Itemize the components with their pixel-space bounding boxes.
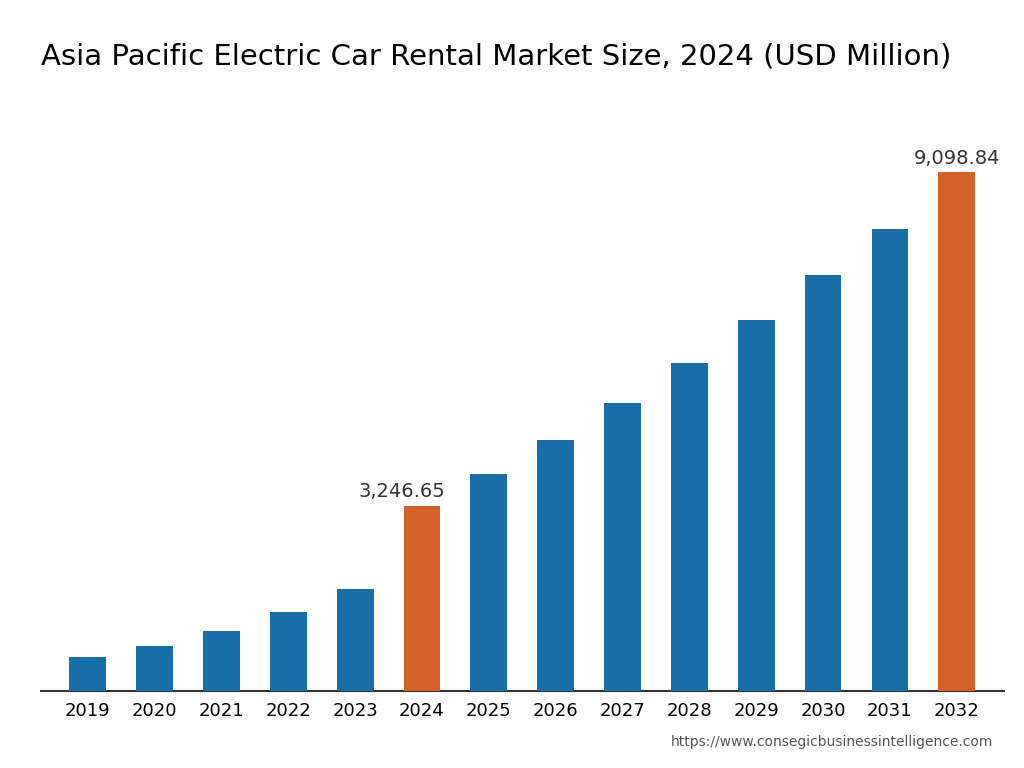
Bar — [938, 172, 975, 691]
Bar — [337, 588, 374, 691]
Text: Asia Pacific Electric Car Rental Market Size, 2024 (USD Million): Asia Pacific Electric Car Rental Market … — [41, 42, 951, 71]
Bar — [403, 506, 440, 691]
Bar — [70, 657, 106, 691]
Text: 3,246.65: 3,246.65 — [358, 482, 445, 502]
Bar — [871, 229, 908, 691]
Bar — [270, 612, 306, 691]
Text: 9,098.84: 9,098.84 — [913, 148, 1000, 167]
Bar — [671, 363, 708, 691]
Bar — [136, 646, 173, 691]
Bar — [538, 440, 574, 691]
Bar — [203, 631, 240, 691]
Bar — [604, 403, 641, 691]
Bar — [805, 275, 842, 691]
Bar — [738, 320, 774, 691]
Bar — [470, 475, 507, 691]
Text: https://www.consegicbusinessintelligence.com: https://www.consegicbusinessintelligence… — [671, 735, 993, 749]
